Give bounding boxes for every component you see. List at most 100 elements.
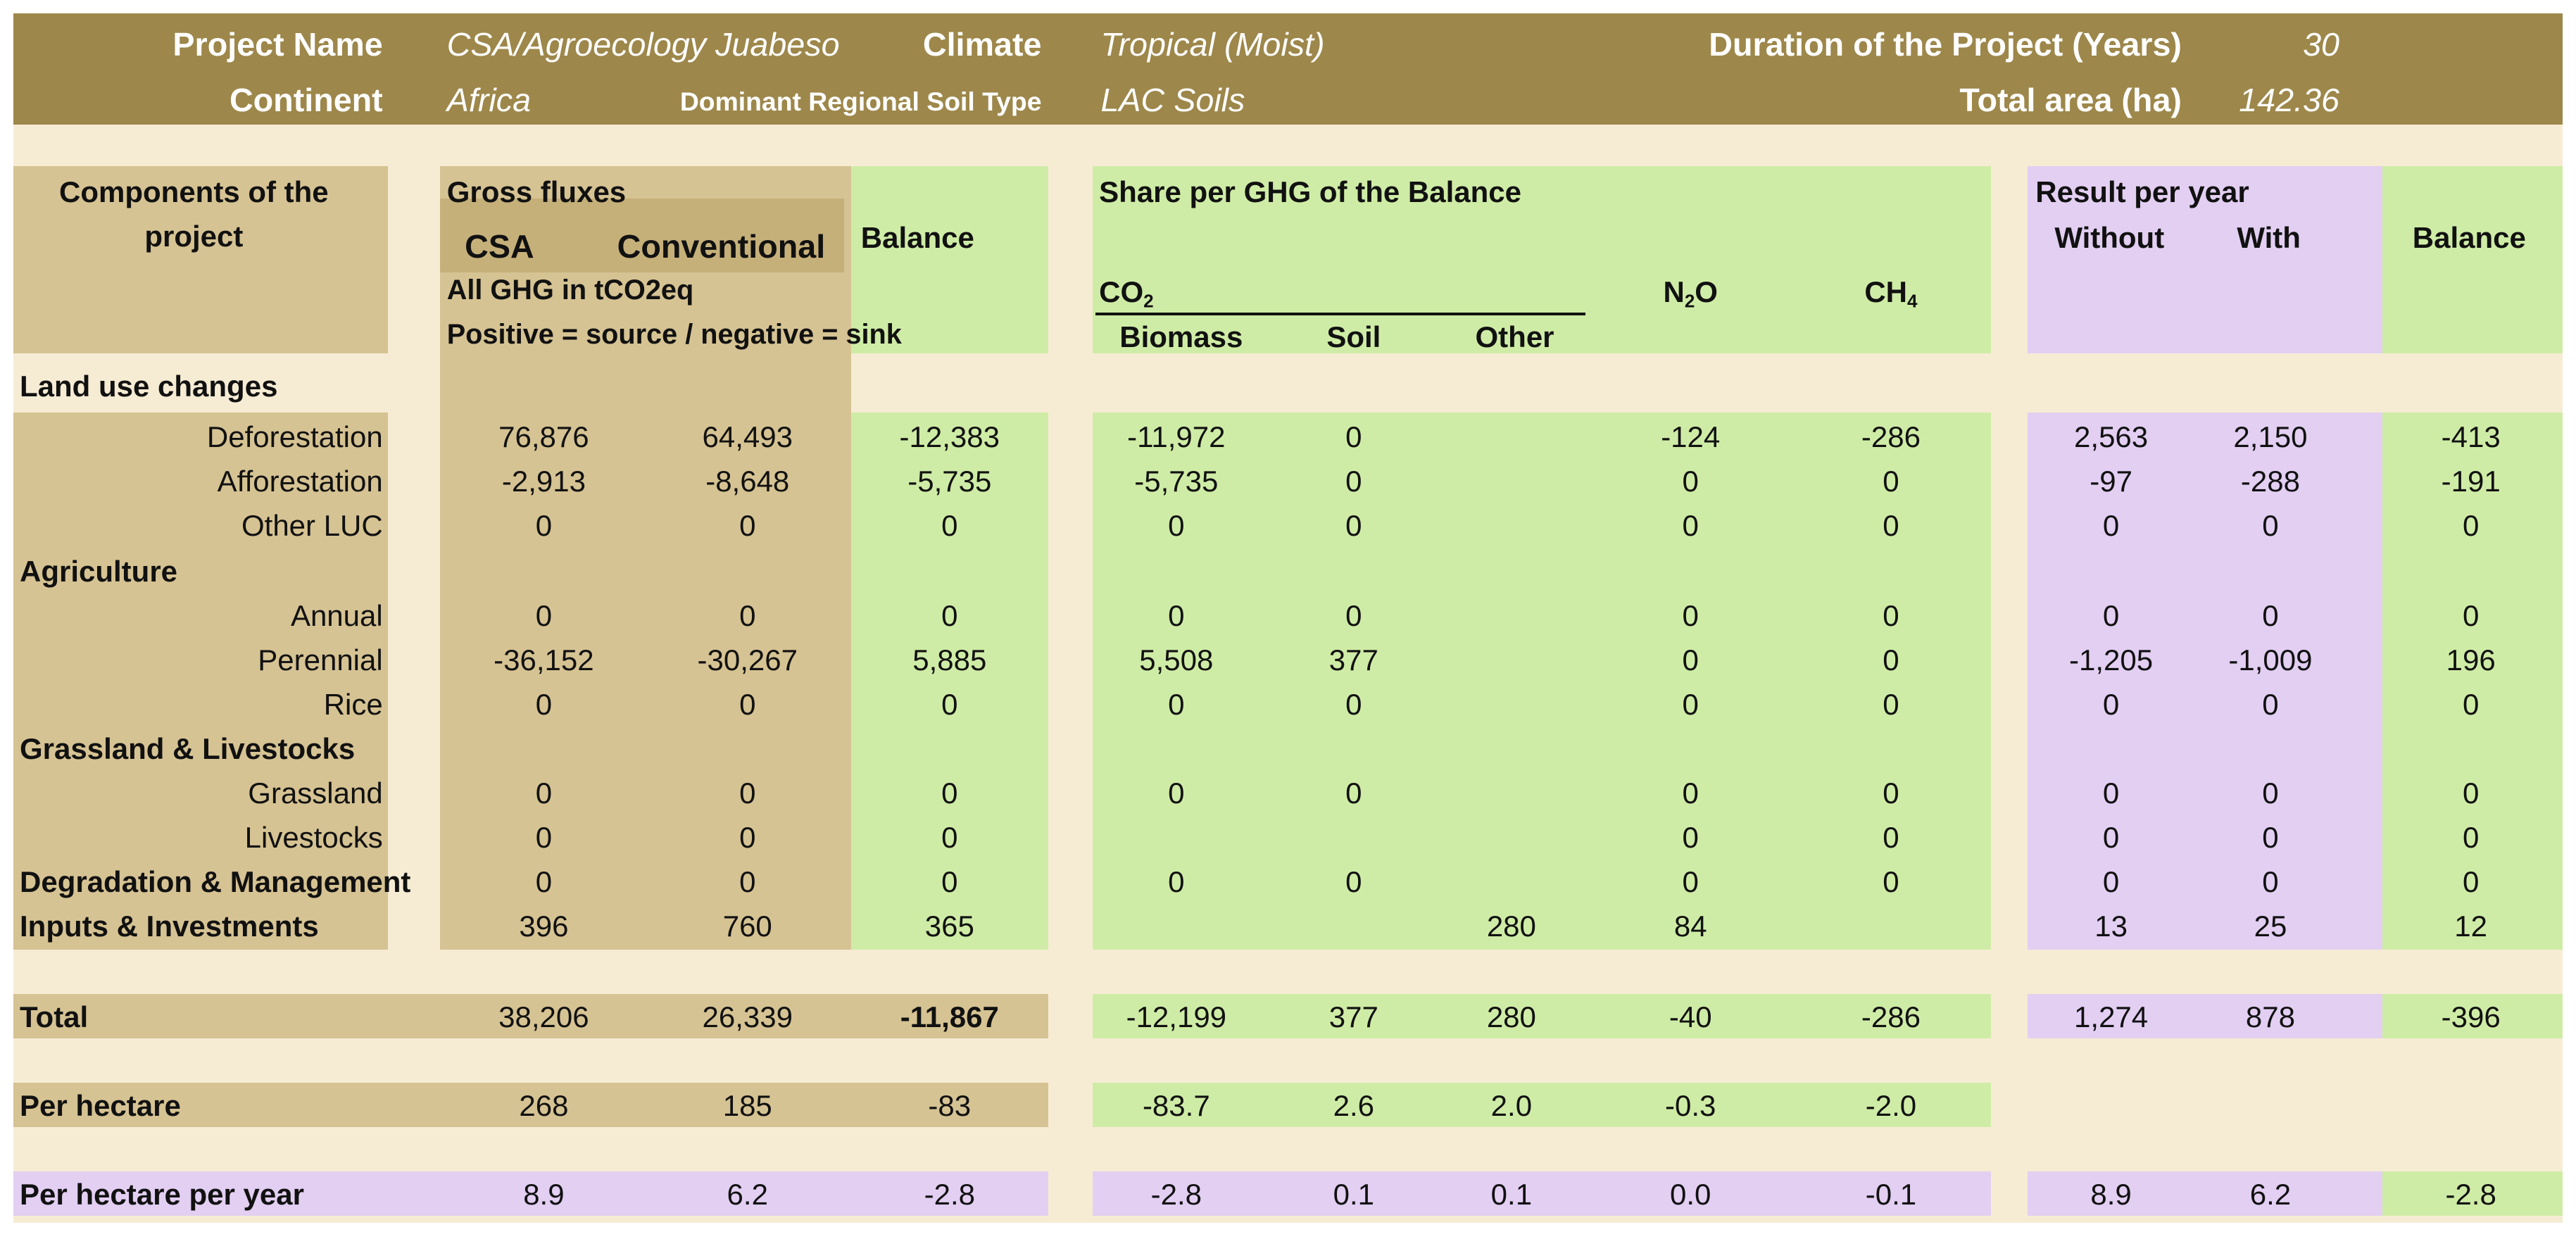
row-label: Inputs & Investments bbox=[20, 910, 319, 943]
cell-with: 878 bbox=[2245, 1000, 2295, 1033]
total-label: Total bbox=[20, 1000, 89, 1033]
cell-n2o: 0 bbox=[1682, 821, 1699, 855]
cell-conv: 0 bbox=[739, 508, 756, 542]
per-hectare-year-balance bbox=[2382, 1171, 2563, 1216]
cell-csa: 76,876 bbox=[498, 420, 589, 453]
cell-bal2: 0 bbox=[2462, 508, 2480, 542]
cell-with: 0 bbox=[2262, 821, 2279, 855]
result-rows-block bbox=[2027, 412, 2382, 950]
cell-without: 0 bbox=[2102, 599, 2120, 633]
cell-bal: 0 bbox=[941, 821, 958, 855]
cell-soil: 0 bbox=[1345, 464, 1362, 498]
gross-fluxes-block bbox=[440, 165, 851, 950]
cell-conv: -8,648 bbox=[705, 464, 790, 498]
cell-bal: 0 bbox=[941, 865, 958, 899]
row-label: Deforestation bbox=[206, 420, 383, 453]
cell-with: 0 bbox=[2262, 865, 2279, 899]
section-land-use-changes: Land use changes bbox=[20, 369, 278, 403]
cell-with: 6.2 bbox=[2249, 1177, 2292, 1211]
cell-without: 0 bbox=[2102, 508, 2120, 542]
cell-ch4: 0 bbox=[1883, 688, 1899, 722]
total-row-left bbox=[13, 994, 1048, 1039]
cell-conv: 6.2 bbox=[727, 1177, 768, 1211]
cell-ch4: 0 bbox=[1883, 821, 1899, 855]
duration-label: Duration of the Project (Years) bbox=[1709, 25, 2182, 63]
cell-bio: -2.8 bbox=[1150, 1177, 1202, 1211]
per-hectare-per-year-label: Per hectare per year bbox=[20, 1177, 304, 1211]
cell-bio: 0 bbox=[1168, 508, 1185, 542]
cell-with: 0 bbox=[2262, 776, 2279, 810]
ch4-text: CH bbox=[1864, 275, 1907, 309]
cell-soil: 0 bbox=[1345, 865, 1362, 899]
cell-csa: 0 bbox=[535, 599, 553, 633]
cell-bal: 0 bbox=[941, 688, 958, 722]
cell-soil: 0.1 bbox=[1333, 1177, 1375, 1211]
balance-right-heading: Balance bbox=[2412, 221, 2526, 255]
csa-conventional-header bbox=[440, 199, 845, 273]
cell-bal: 0 bbox=[941, 776, 958, 810]
section-grassland-livestocks: Grassland & Livestocks bbox=[20, 732, 356, 766]
cell-bal2: -2.8 bbox=[2445, 1177, 2496, 1211]
gross-fluxes-heading: Gross fluxes bbox=[446, 175, 627, 209]
soil-type-value: LAC Soils bbox=[1100, 82, 1245, 119]
total-area-value: 142.36 bbox=[2239, 82, 2339, 119]
row-label: Livestocks bbox=[244, 821, 383, 855]
cell-bal2: 0 bbox=[2462, 865, 2480, 899]
cell-with: 2,150 bbox=[2233, 420, 2308, 453]
per-hectare-left bbox=[13, 1083, 1048, 1128]
per-hectare-label: Per hectare bbox=[20, 1088, 181, 1122]
project-name-value: CSA/Agroecology Juabeso bbox=[446, 25, 840, 63]
per-hectare-share bbox=[1092, 1083, 1992, 1128]
result-per-year-heading: Result per year bbox=[2035, 175, 2249, 209]
cell-without: 1,274 bbox=[2074, 1000, 2149, 1033]
cell-soil: 0 bbox=[1345, 599, 1362, 633]
components-rows-block bbox=[13, 412, 388, 950]
cell-ch4: -2.0 bbox=[1865, 1088, 1917, 1122]
co2-subscript: 2 bbox=[1143, 290, 1154, 312]
cell-soil: 0 bbox=[1345, 508, 1362, 542]
cell-bal: -12,383 bbox=[899, 420, 1000, 453]
cell-without: 2,563 bbox=[2074, 420, 2149, 453]
balance-right-header bbox=[2382, 165, 2563, 353]
components-header-cell bbox=[13, 165, 388, 353]
cell-csa: -36,152 bbox=[494, 643, 594, 677]
cell-n2o: -40 bbox=[1669, 1000, 1712, 1033]
co2-text: CO bbox=[1099, 275, 1144, 309]
cell-csa: -2,913 bbox=[501, 464, 586, 498]
row-label: Perennial bbox=[258, 643, 383, 677]
row-label: Afforestation bbox=[217, 464, 383, 498]
cell-ch4: -286 bbox=[1861, 420, 1921, 453]
cell-ch4: 0 bbox=[1883, 508, 1899, 542]
n2o-o: O bbox=[1695, 275, 1718, 309]
row-label: Other LUC bbox=[241, 508, 383, 542]
soil-heading: Soil bbox=[1326, 320, 1381, 353]
climate-label: Climate bbox=[922, 25, 1042, 63]
cell-soil: 2.6 bbox=[1333, 1088, 1375, 1122]
cell-n2o: 84 bbox=[1673, 910, 1707, 943]
cell-bal: -2.8 bbox=[924, 1177, 975, 1211]
cell-bio: -5,735 bbox=[1134, 464, 1219, 498]
total-area-label: Total area (ha) bbox=[1959, 82, 2182, 119]
cell-bal: -5,735 bbox=[907, 464, 992, 498]
other-heading: Other bbox=[1475, 320, 1554, 353]
cell-csa: 0 bbox=[535, 508, 553, 542]
per-hectare-year-result bbox=[2027, 1171, 2382, 1216]
cell-other: 280 bbox=[1486, 1000, 1536, 1033]
cell-conv: 0 bbox=[739, 776, 756, 810]
balance-heading: Balance bbox=[860, 221, 974, 255]
total-row-share bbox=[1092, 994, 1992, 1039]
cell-csa: 0 bbox=[535, 776, 553, 810]
cell-n2o: 0 bbox=[1682, 599, 1699, 633]
cell-bio: 5,508 bbox=[1139, 643, 1214, 677]
row-label: Degradation & Management bbox=[20, 865, 411, 899]
per-hectare-year-share bbox=[1092, 1171, 1992, 1216]
cell-conv: 0 bbox=[739, 688, 756, 722]
cell-bal2: 0 bbox=[2462, 776, 2480, 810]
cell-bio: -11,972 bbox=[1127, 420, 1226, 453]
continent-label: Continent bbox=[229, 82, 383, 119]
cell-bal2: 12 bbox=[2454, 910, 2487, 943]
cell-n2o: 0.0 bbox=[1670, 1177, 1711, 1211]
share-header-block bbox=[1092, 165, 1992, 353]
co2-heading: CO2 bbox=[1099, 277, 1153, 310]
without-heading: Without bbox=[2054, 221, 2165, 255]
